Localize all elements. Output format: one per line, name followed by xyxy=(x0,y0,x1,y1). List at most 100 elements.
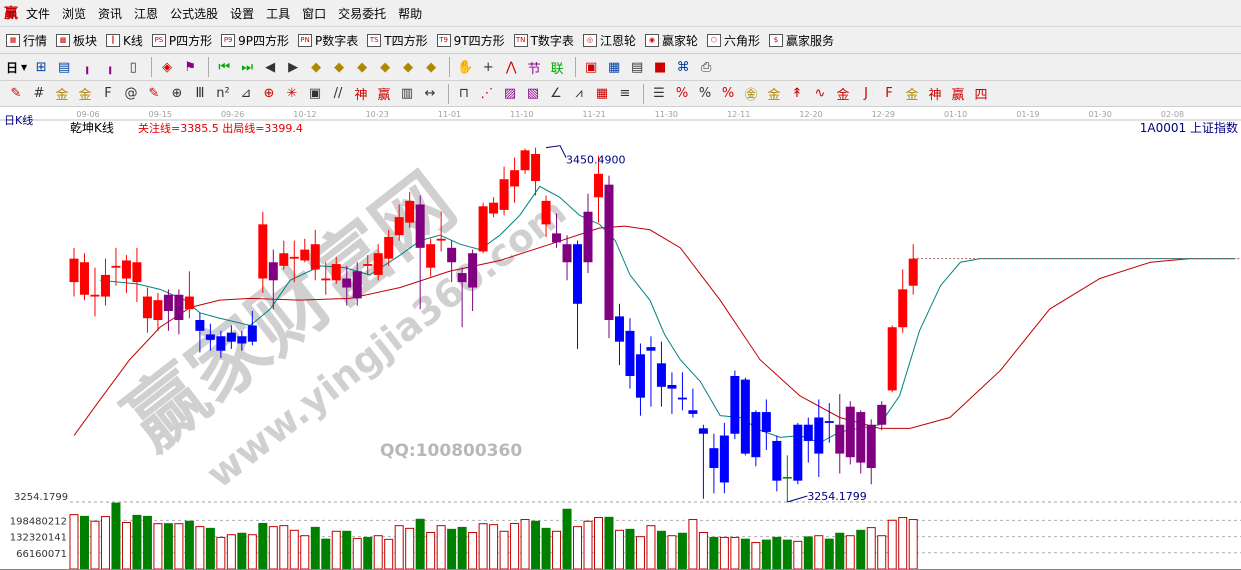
calculator-icon[interactable]: ▦ xyxy=(608,59,621,75)
candle-body xyxy=(856,412,866,463)
window-icon[interactable]: ⊞ xyxy=(35,59,47,75)
hand-icon[interactable]: ✋ xyxy=(457,59,474,75)
toolbar-button-10[interactable]: ◉ 赢家轮 xyxy=(644,32,698,49)
menu-item-2[interactable]: 资讯 xyxy=(98,6,123,21)
diamond-up-icon[interactable]: ◆ xyxy=(403,59,414,75)
gold-angle-icon[interactable]: 金 xyxy=(905,88,919,103)
diamond-shrink-icon[interactable]: ◆ xyxy=(380,59,391,75)
target-icon[interactable]: ⊕ xyxy=(263,86,275,101)
f-angle-icon[interactable]: F xyxy=(885,86,893,101)
menu-item-9[interactable]: 帮助 xyxy=(398,6,423,21)
menu-item-1[interactable]: 浏览 xyxy=(62,6,87,21)
volume-bar xyxy=(142,515,152,570)
shen-icon[interactable]: 神 xyxy=(354,88,368,103)
gold-grid2-icon[interactable]: 金 xyxy=(78,88,92,103)
wave-icon[interactable]: ⋀ xyxy=(505,59,517,75)
pen-icon[interactable]: ✎ xyxy=(10,86,22,101)
gold-grid-icon[interactable]: 金 xyxy=(55,88,69,103)
toolbar-button-3[interactable]: PS P四方形 xyxy=(151,32,212,49)
toolbar-button-9[interactable]: ◎ 江恩轮 xyxy=(582,32,636,49)
diamond-expand-icon[interactable]: ◆ xyxy=(357,59,368,75)
jie-icon[interactable]: 节 xyxy=(527,61,541,77)
percent-icon[interactable]: % xyxy=(698,86,712,101)
menu-item-7[interactable]: 窗口 xyxy=(302,6,327,21)
toolbar-button-11[interactable]: ⬡ 六角形 xyxy=(706,32,760,49)
f-grid-icon[interactable]: F xyxy=(104,86,112,101)
square-icon[interactable]: ▣ xyxy=(308,86,322,101)
lines-icon[interactable]: // xyxy=(333,86,343,101)
crosshair-icon[interactable]: + xyxy=(482,59,494,75)
levels-icon[interactable]: ☰ xyxy=(653,86,665,101)
toolbar-button-8[interactable]: TN T数字表 xyxy=(513,32,574,49)
gold-bar-icon[interactable]: 金 xyxy=(836,88,850,103)
fan-icon[interactable]: ⋰ xyxy=(480,86,494,101)
toolbar-button-4[interactable]: P9 9P四方形 xyxy=(221,32,289,49)
candle-type-icon[interactable]: ▯ xyxy=(129,59,137,75)
fan-box2-icon[interactable]: ▧ xyxy=(526,86,540,101)
zigzag-icon[interactable]: ⩘ xyxy=(575,86,583,101)
bars9-icon[interactable]: ╻ xyxy=(106,59,115,75)
menu-item-0[interactable]: 文件 xyxy=(26,6,51,21)
lian-icon[interactable]: 联 xyxy=(550,61,564,77)
period-select[interactable]: 日 ▼ xyxy=(6,60,28,75)
print-icon[interactable]: ⎙ xyxy=(700,59,712,75)
fan-box-icon[interactable]: ▨ xyxy=(503,86,517,101)
toolbar-button-1[interactable]: ▩ 板块 xyxy=(56,32,97,49)
candle-body xyxy=(814,417,824,454)
table-icon[interactable]: ▦ xyxy=(595,86,609,101)
shen-angle-icon[interactable]: 神 xyxy=(928,88,942,103)
gold-lines-icon[interactable]: 金 xyxy=(767,88,781,103)
menu-item-5[interactable]: 设置 xyxy=(230,6,255,21)
triangle-icon[interactable]: ⊿ xyxy=(240,86,252,101)
diamond-right-icon[interactable]: ◆ xyxy=(334,59,345,75)
gold-circle-icon[interactable]: ㊎ xyxy=(744,88,758,103)
diamond-left-icon[interactable]: ◆ xyxy=(311,59,322,75)
spiral-icon[interactable]: @ xyxy=(124,86,138,101)
arrow-pen-icon[interactable]: ↟ xyxy=(791,86,803,101)
toolbar-button-12[interactable]: $ 赢家服务 xyxy=(768,32,834,49)
pct-fan-icon[interactable]: % xyxy=(675,86,689,101)
calendar-icon[interactable]: ▣ xyxy=(585,59,598,75)
volume-bar xyxy=(415,518,425,570)
network-icon[interactable]: ⌘ xyxy=(676,59,690,75)
ying-icon[interactable]: 赢 xyxy=(377,88,391,103)
box-icon[interactable]: ⊓ xyxy=(458,86,470,101)
report-icon[interactable]: ▤ xyxy=(631,59,644,75)
menu-item-4[interactable]: 公式选股 xyxy=(170,6,219,21)
menu-item-3[interactable]: 江恩 xyxy=(134,6,159,21)
kline-chart[interactable]: 09-06 09-15 09-26 10-12 10-23 11-01 11-10 11-21… xyxy=(0,107,1241,570)
volume-bar xyxy=(205,527,215,570)
menu-item-6[interactable]: 工具 xyxy=(266,6,291,21)
angle-icon[interactable]: ∠ xyxy=(550,86,562,101)
notes-icon[interactable]: ▤ xyxy=(58,59,71,75)
cycle-icon[interactable]: ◈ xyxy=(162,59,173,75)
first-icon[interactable]: ⏮ xyxy=(218,59,231,75)
left-icon[interactable]: ◀ xyxy=(265,59,276,75)
save-icon[interactable]: ■ xyxy=(654,59,667,75)
ruler-icon[interactable]: ▥ xyxy=(400,86,414,101)
flag-icon[interactable]: ⚑ xyxy=(184,59,196,75)
wave-lines-icon[interactable]: ∿ xyxy=(814,86,826,101)
toolbar-button-5[interactable]: PN P数字表 xyxy=(298,32,358,49)
right-icon[interactable]: ▶ xyxy=(288,59,299,75)
pct-lines-icon[interactable]: % xyxy=(721,86,735,101)
grid-icon[interactable]: # xyxy=(33,86,45,101)
width-icon[interactable]: ↔ xyxy=(424,86,436,101)
parallel-icon[interactable]: ≡ xyxy=(619,86,631,101)
toolbar-button-6[interactable]: TS T四方形 xyxy=(367,32,428,49)
circle-grid-icon[interactable]: ⊕ xyxy=(171,86,183,101)
bars-icon[interactable]: Ⅲ xyxy=(195,86,205,101)
j-angle-icon[interactable]: J xyxy=(864,86,868,101)
bars3-icon[interactable]: ╻ xyxy=(83,59,92,75)
n2-icon[interactable]: n² xyxy=(216,86,230,101)
ying-angle-icon[interactable]: 赢 xyxy=(951,88,965,103)
star-icon[interactable]: ✳ xyxy=(286,86,298,101)
toolbar-button-0[interactable]: ▦ 行情 xyxy=(6,32,47,49)
last-icon[interactable]: ⏭ xyxy=(241,59,254,75)
si-angle-icon[interactable]: 四 xyxy=(974,88,988,103)
pen2-icon[interactable]: ✎ xyxy=(148,86,160,101)
menu-item-8[interactable]: 交易委托 xyxy=(338,6,387,21)
toolbar-button-2[interactable]: ┃ K线 xyxy=(106,32,143,49)
diamond-all-icon[interactable]: ◆ xyxy=(426,59,437,75)
toolbar-button-7[interactable]: T9 9T四方形 xyxy=(436,32,505,49)
